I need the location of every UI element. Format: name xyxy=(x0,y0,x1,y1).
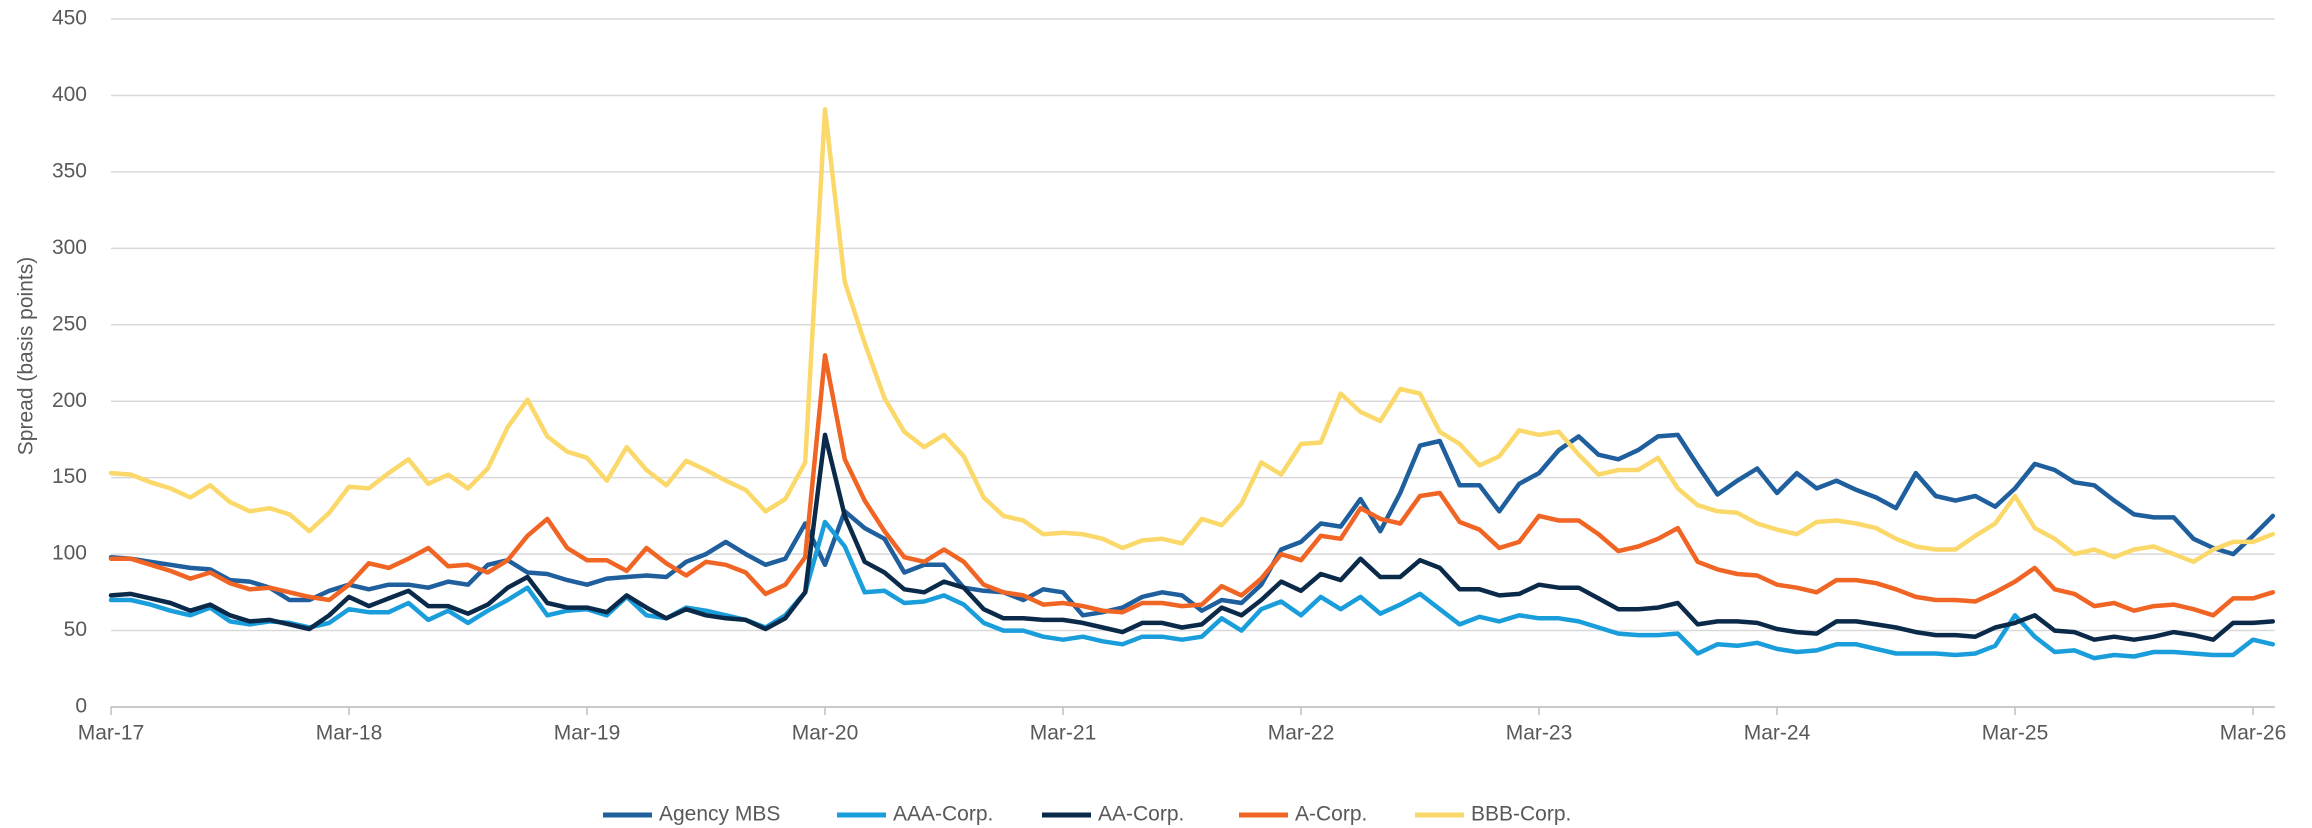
y-tick-label: 400 xyxy=(52,83,87,106)
y-tick-label: 200 xyxy=(52,389,87,412)
legend-label: Agency MBS xyxy=(659,803,780,826)
x-tick-label: Mar-26 xyxy=(2220,722,2287,745)
y-tick-label: 100 xyxy=(52,542,87,565)
x-tick-label: Mar-19 xyxy=(554,722,621,745)
series-line xyxy=(108,106,2276,565)
legend-label: BBB-Corp. xyxy=(1471,803,1571,826)
y-tick-label: 300 xyxy=(52,236,87,259)
x-tick-label: Mar-17 xyxy=(78,722,145,745)
x-tick-label: Mar-21 xyxy=(1030,722,1097,745)
legend-label: AA-Corp. xyxy=(1098,803,1184,826)
y-axis-label: Spread (basis points) xyxy=(15,257,38,455)
y-tick-label: 450 xyxy=(52,7,87,30)
x-tick-label: Mar-24 xyxy=(1744,722,1811,745)
x-tick-label: Mar-25 xyxy=(1982,722,2049,745)
x-tick-label: Mar-23 xyxy=(1506,722,1573,745)
x-tick-label: Mar-22 xyxy=(1268,722,1335,745)
y-tick-label: 250 xyxy=(52,312,87,335)
series-line xyxy=(108,519,2276,661)
legend-label: A-Corp. xyxy=(1295,803,1367,826)
x-tick-label: Mar-20 xyxy=(792,722,859,745)
y-tick-label: 150 xyxy=(52,465,87,488)
y-tick-label: 50 xyxy=(64,618,87,641)
series-line xyxy=(108,432,2276,618)
x-tick-label: Mar-18 xyxy=(316,722,383,745)
series-line xyxy=(108,432,2276,642)
series-line xyxy=(108,353,2276,618)
y-tick-label: 0 xyxy=(75,695,87,718)
y-tick-label: 350 xyxy=(52,159,87,182)
legend-label: AAA-Corp. xyxy=(893,803,993,826)
